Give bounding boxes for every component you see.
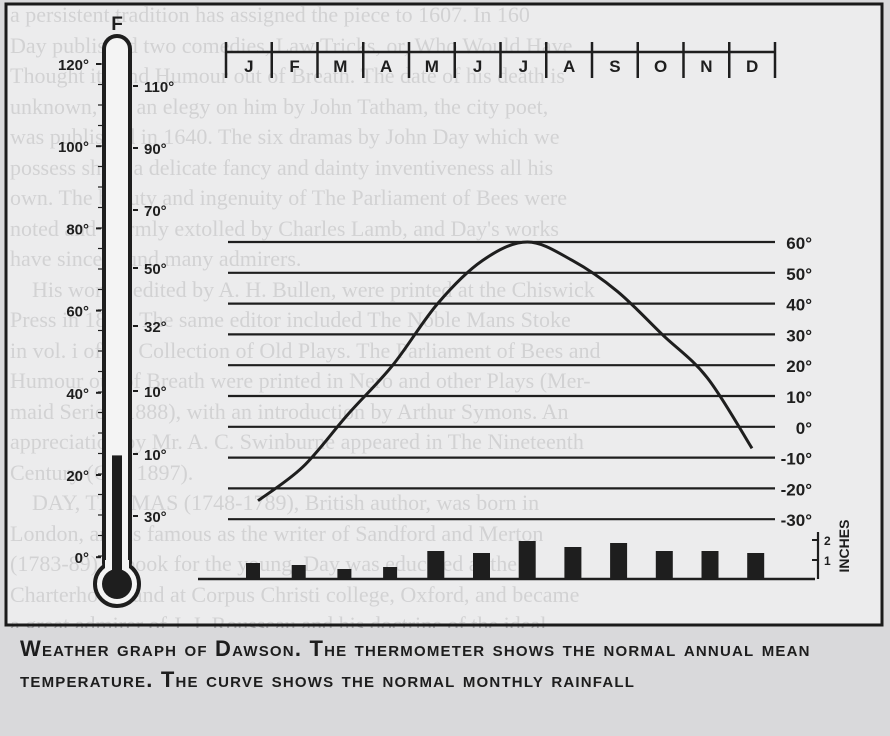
rainfall-axis: 2 1 INCHES xyxy=(812,520,852,579)
rainfall-bar xyxy=(655,551,673,579)
left-scale-label: 120° xyxy=(58,57,89,74)
right-scale-label: 32° xyxy=(144,319,167,336)
right-scale-label: 10° xyxy=(144,384,167,401)
month-label: S xyxy=(609,57,620,76)
thermometer: F120°100°80°60°40°20°0°20°40°110°90°70°5… xyxy=(58,14,174,608)
left-scale-label: 100° xyxy=(58,139,89,156)
month-label: N xyxy=(700,57,712,76)
curve-points xyxy=(257,241,753,501)
rainfall-tick-label: 1 xyxy=(824,554,831,568)
rainfall-bar xyxy=(383,567,398,579)
y-axis: 60° 50° 40° 30° 20° 10° 0° -10° -20° -30° xyxy=(781,234,813,530)
left-scale-label: 60° xyxy=(66,304,89,321)
y-tick-label: 50° xyxy=(786,265,812,284)
figure-frame xyxy=(4,2,884,627)
rainfall-bar xyxy=(337,569,352,579)
right-scale-label: 30° xyxy=(144,509,167,526)
y-tick-label: 10° xyxy=(786,388,812,407)
rainfall-axis-label: INCHES xyxy=(836,520,852,573)
y-tick-label: 0° xyxy=(796,419,812,438)
month-label: A xyxy=(563,57,575,76)
month-label: M xyxy=(425,57,439,76)
right-scale-label: 70° xyxy=(144,203,167,220)
rainfall-bar xyxy=(610,543,628,579)
rainfall-curve xyxy=(257,240,754,502)
right-scale-label: 90° xyxy=(144,141,167,158)
month-label: F xyxy=(289,57,299,76)
month-label: A xyxy=(380,57,392,76)
left-scale-label: 20° xyxy=(66,468,89,485)
caption-text: Weather graph of Dawson. The thermometer… xyxy=(20,636,811,692)
y-tick-label: 40° xyxy=(786,296,812,315)
month-label: J xyxy=(519,57,528,76)
y-tick-label: -10° xyxy=(781,450,813,469)
rainfall-bar xyxy=(747,553,765,579)
y-tick-label: -30° xyxy=(781,511,813,530)
month-label: O xyxy=(654,57,667,76)
rainfall-bar xyxy=(473,553,490,579)
left-scale-label: 80° xyxy=(66,221,89,238)
left-scale-label: 0° xyxy=(75,550,89,567)
y-tick-label: -20° xyxy=(781,480,813,499)
weather-graph: F120°100°80°60°40°20°0°20°40°110°90°70°5… xyxy=(4,2,884,627)
month-label: J xyxy=(473,57,482,76)
y-tick-label: 20° xyxy=(786,357,812,376)
right-scale-label: 50° xyxy=(144,261,167,278)
rainfall-bar xyxy=(291,565,306,579)
rainfall-bar xyxy=(518,541,536,579)
month-label: M xyxy=(333,57,347,76)
right-scale-label: 10° xyxy=(144,447,167,464)
month-label: J xyxy=(244,57,253,76)
y-tick-label: 60° xyxy=(786,234,812,253)
thermometer-mercury xyxy=(112,455,122,584)
temperature-bars xyxy=(246,541,765,579)
rainfall-bar xyxy=(701,551,719,579)
rainfall-bar xyxy=(564,547,582,579)
y-tick-label: 30° xyxy=(786,326,812,345)
right-scale-label: 110° xyxy=(144,79,174,96)
left-scale-label: 40° xyxy=(66,386,89,403)
chart-grid xyxy=(228,240,775,521)
figure-caption: Weather graph of Dawson. The thermometer… xyxy=(20,634,880,696)
month-label: D xyxy=(746,57,758,76)
rainfall-tick-label: 2 xyxy=(824,534,831,548)
rainfall-bar xyxy=(427,551,445,579)
thermometer-unit-label: F xyxy=(111,14,123,35)
rainfall-bar xyxy=(246,563,260,579)
